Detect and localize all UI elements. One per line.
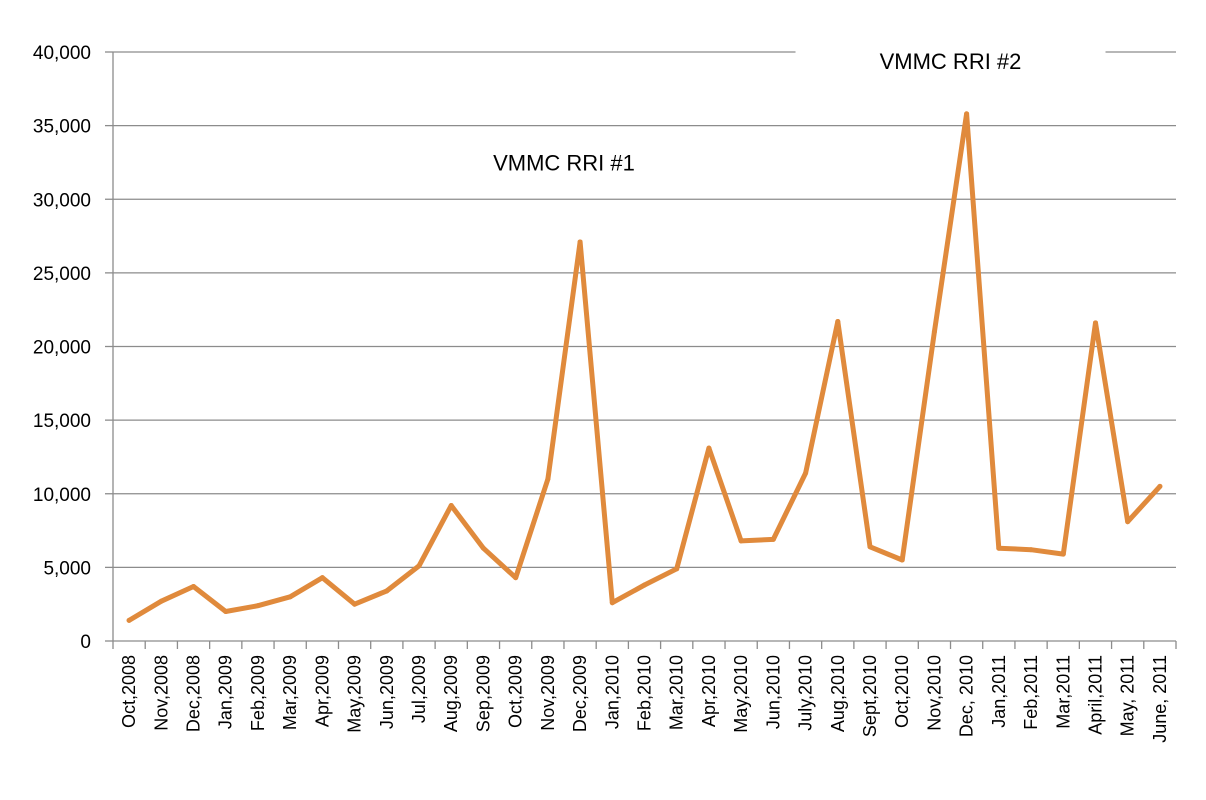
- data-point: [706, 445, 712, 451]
- x-tick-label: Oct,2009: [506, 655, 526, 728]
- annotation-box: [408, 142, 719, 183]
- x-tick-label: Mar,2011: [1053, 655, 1073, 729]
- annotation-label: VMMC RRI #1: [493, 150, 635, 175]
- x-tick-label: Apr,2009: [312, 655, 332, 727]
- x-tick-label: Mar,2010: [667, 655, 687, 730]
- x-tick-label: Jun,2009: [377, 655, 397, 729]
- x-tick-label: Oct,2010: [892, 655, 912, 728]
- data-point: [1060, 551, 1066, 557]
- data-point: [352, 601, 358, 607]
- x-tick-label: Dec,2008: [184, 655, 204, 732]
- x-tick-label: Dec,2009: [570, 655, 590, 732]
- data-point: [319, 575, 325, 581]
- y-tick-label: 35,000: [33, 117, 91, 138]
- x-tick-label: Dec, 2010: [957, 655, 977, 737]
- x-tick-label: Jan,2010: [602, 655, 622, 729]
- data-point: [255, 603, 261, 609]
- x-tick-label: May, 2011: [1118, 655, 1138, 736]
- data-point: [448, 503, 454, 509]
- x-tick-label: April,2011: [1085, 655, 1105, 735]
- data-point: [964, 111, 970, 117]
- data-point: [1125, 519, 1131, 525]
- x-tick-label: May,2009: [345, 655, 365, 733]
- data-point: [416, 563, 422, 569]
- data-point: [803, 470, 809, 476]
- x-tick-label: Jul,2009: [409, 655, 429, 723]
- x-tick-label: Mar,2009: [280, 655, 300, 730]
- y-tick-label: 40,000: [33, 43, 91, 64]
- x-tick-label: June, 2011: [1150, 655, 1170, 743]
- data-point: [545, 476, 551, 482]
- annotation-label: VMMC RRI #2: [880, 49, 1022, 74]
- gridlines: [113, 51, 1176, 569]
- data-point: [996, 545, 1002, 551]
- data-point: [577, 239, 583, 245]
- data-point: [480, 545, 486, 551]
- x-tick-label: Feb,2009: [248, 655, 268, 731]
- data-point: [770, 536, 776, 542]
- data-point: [1028, 547, 1034, 553]
- x-axis-tick-labels: Oct,2008 Nov,2008 Dec,2008 Jan,2009 Feb,2009…: [119, 655, 1170, 743]
- x-tick-label: Apr,2010: [699, 655, 719, 727]
- x-tick-label: Feb,2011: [1021, 655, 1041, 730]
- x-tick-label: Aug,2009: [441, 655, 461, 732]
- y-tick-label: 5,000: [43, 558, 91, 579]
- series-line: [126, 111, 1163, 623]
- data-point: [1157, 483, 1163, 489]
- x-tick-label: Nov,2009: [538, 655, 558, 731]
- x-tick-label: Feb,2010: [635, 655, 655, 731]
- annotations: VMMC RRI #1 VMMC RRI #2: [408, 40, 1106, 183]
- x-tick-label: Jan,2009: [216, 655, 236, 729]
- data-point: [513, 575, 519, 581]
- data-point: [191, 584, 197, 590]
- data-point: [642, 582, 647, 588]
- data-point: [384, 588, 390, 594]
- x-axis: [105, 51, 1177, 649]
- y-tick-label: 15,000: [33, 411, 91, 432]
- data-point: [738, 538, 744, 544]
- data-point: [609, 600, 615, 606]
- series-line-group: [126, 111, 1163, 623]
- y-axis-tick-labels: 0 5,000 10,000 15,000 20,000 25,000 30,000 35,0…: [33, 43, 91, 653]
- data-point: [158, 598, 164, 604]
- data-point: [931, 329, 937, 335]
- x-tick-label: Aug,2010: [828, 655, 848, 732]
- x-tick-label: Nov,2008: [151, 655, 171, 731]
- x-tick-label: Jun,2010: [763, 655, 783, 729]
- y-tick-label: 25,000: [33, 264, 91, 285]
- x-tick-label: May,2010: [731, 655, 751, 733]
- y-tick-label: 30,000: [33, 190, 91, 211]
- data-point: [867, 544, 873, 550]
- data-point: [223, 609, 229, 615]
- x-tick-label: Oct,2008: [119, 655, 139, 728]
- annotation-box: [795, 40, 1106, 81]
- data-point: [835, 318, 841, 324]
- data-point: [126, 617, 132, 623]
- y-tick-label: 20,000: [33, 338, 91, 359]
- x-tick-label: Nov,2010: [924, 655, 944, 731]
- y-tick-label: 0: [80, 632, 91, 653]
- data-point: [899, 557, 905, 563]
- data-point: [674, 566, 680, 572]
- data-point: [287, 594, 293, 600]
- x-tick-label: Jan,2011: [989, 655, 1009, 728]
- x-tick-label: July,2010: [796, 655, 816, 731]
- y-tick-label: 10,000: [33, 485, 91, 506]
- x-tick-label: Sept,2010: [860, 655, 880, 737]
- x-tick-label: Sep,2009: [473, 655, 493, 732]
- data-point: [1092, 320, 1098, 326]
